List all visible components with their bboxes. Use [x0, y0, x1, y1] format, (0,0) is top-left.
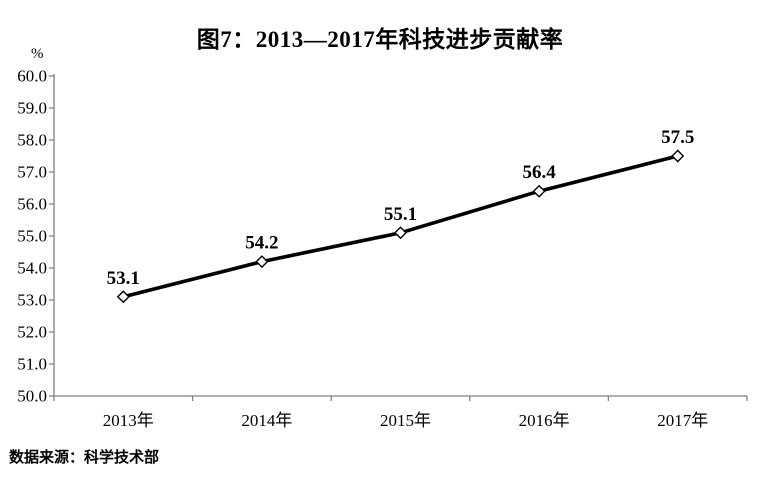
- x-axis-label: 2015年: [380, 411, 431, 430]
- data-point-marker: [116, 290, 130, 304]
- x-axis-label: 2014年: [241, 411, 292, 430]
- x-axis-label: 2017年: [657, 411, 708, 430]
- x-axis-label: 2013年: [103, 411, 154, 430]
- y-axis-tick-label: 57.0: [17, 163, 47, 182]
- y-axis-tick-label: 55.0: [17, 227, 47, 246]
- y-axis-tick-label: 52.0: [17, 323, 47, 342]
- y-axis-tick-label: 58.0: [17, 131, 47, 150]
- data-point-marker: [532, 184, 546, 198]
- data-point-marker: [394, 226, 407, 240]
- data-point-label: 57.5: [661, 127, 694, 148]
- chart-title: 图7：2013—2017年科技进步贡献率: [196, 27, 564, 52]
- y-axis-tick-label: 53.0: [17, 291, 47, 310]
- data-point-marker: [671, 149, 685, 163]
- y-axis-tick-label: 54.0: [17, 259, 47, 278]
- data-source-note: 数据来源：科学技术部: [9, 449, 160, 466]
- data-point-marker: [255, 255, 269, 269]
- y-axis-tick-label: 51.0: [17, 355, 47, 374]
- y-axis-tick-label: 60.0: [17, 67, 47, 86]
- data-point-label: 53.1: [107, 268, 140, 289]
- data-point-label: 55.1: [384, 204, 417, 225]
- y-axis-tick-label: 56.0: [17, 195, 47, 214]
- y-axis-unit-label: %: [31, 46, 44, 62]
- y-axis-tick-label: 50.0: [17, 387, 47, 406]
- y-axis-tick-label: 59.0: [17, 99, 47, 118]
- data-point-label: 56.4: [522, 162, 556, 183]
- x-axis-label: 2016年: [519, 411, 570, 430]
- data-point-label: 54.2: [245, 233, 278, 254]
